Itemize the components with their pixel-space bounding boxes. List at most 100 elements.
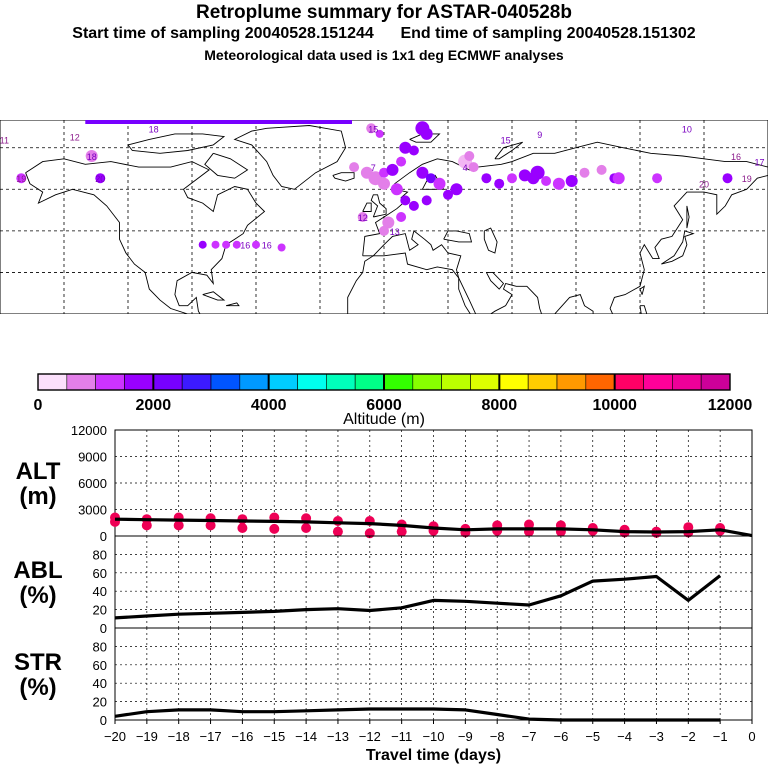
x-tick-label: −14 — [295, 729, 317, 744]
plume-point — [552, 177, 565, 190]
coastline — [202, 291, 226, 301]
x-tick-label: −1 — [713, 729, 728, 744]
x-tick-label: −10 — [422, 729, 444, 744]
altitude-panel: 0 3000 6000 9000 12000 ALT(m) — [16, 425, 753, 544]
plume-point — [416, 166, 429, 179]
y-tick-label: 0 — [100, 621, 107, 636]
abl-panel: 0 20 40 60 80 ABL(%) — [13, 535, 753, 636]
altitude-range-point — [237, 523, 248, 533]
x-tick-label: −6 — [553, 729, 568, 744]
color-scale-label: Altitude (m) — [343, 411, 425, 428]
altitude-range-point — [237, 514, 248, 525]
x-tick-label: −7 — [522, 729, 537, 744]
sampling-time-line: Start time of sampling 20040528.151244 E… — [72, 25, 696, 42]
coastline — [362, 202, 372, 212]
x-tick-label: −16 — [231, 729, 253, 744]
plume-point — [232, 240, 241, 249]
plume-point — [382, 216, 395, 229]
altitude-range-point — [332, 526, 343, 537]
plume-point — [433, 177, 446, 190]
plume-point — [481, 173, 492, 184]
coastline — [127, 133, 226, 154]
map-day-label: 19 — [742, 174, 752, 184]
color-scale-tick-labels: 0 2000 4000 6000 8000 10000 12000 — [34, 397, 753, 414]
plume-point — [198, 240, 207, 249]
plume-point — [425, 173, 436, 184]
y-tick-label: 3000 — [78, 503, 107, 518]
plume-point — [386, 163, 399, 176]
color-scale-box — [210, 373, 241, 391]
plume-point — [450, 183, 463, 196]
plume-point — [357, 212, 368, 222]
map-day-label: 18 — [149, 124, 159, 134]
plume-point — [612, 172, 625, 185]
map-day-label: 20 — [95, 174, 105, 184]
y-tick-label: 0 — [100, 529, 107, 544]
color-scale-box — [585, 373, 615, 391]
map-day-label: 12 — [70, 133, 80, 143]
color-scale-box — [556, 373, 587, 391]
x-tick-label: −9 — [458, 729, 473, 744]
y-axis-label: ALT — [16, 458, 61, 485]
map-day-label: 15 — [368, 124, 378, 134]
coastline — [443, 230, 473, 243]
coastline — [639, 285, 646, 295]
plume-point — [378, 177, 390, 190]
y-tick-label: 40 — [93, 676, 107, 691]
color-scale-box — [383, 373, 414, 391]
map-day-label: 16 — [731, 152, 741, 162]
coastline — [486, 271, 505, 290]
altitude-range-point — [492, 525, 503, 536]
plume-streak — [85, 120, 353, 124]
coastline — [494, 141, 523, 160]
series-line — [114, 707, 721, 722]
y-tick-label: 9000 — [78, 450, 107, 465]
x-tick-label: −4 — [617, 729, 632, 744]
color-scale-tick: 12000 — [708, 397, 753, 414]
plume-point — [408, 145, 419, 156]
color-scale-box — [614, 373, 644, 391]
travel-time-axis: −20 −19 −18 −17 −16 −15 −14 −13 −12 −11 −10 −9 −8 −7−… — [104, 720, 756, 764]
plume-point — [375, 129, 384, 138]
color-scale-box — [499, 373, 529, 391]
plume-point — [507, 173, 517, 184]
map-day-label: 11 — [0, 135, 9, 145]
x-tick-label: −2 — [681, 729, 696, 744]
coastline — [370, 194, 387, 218]
altitude-range-point — [205, 520, 216, 531]
plume-point — [222, 240, 231, 249]
plume-point — [722, 173, 733, 184]
coastline — [233, 125, 347, 190]
series-line — [114, 574, 722, 620]
plume-point — [390, 183, 403, 196]
map-day-label: 15 — [501, 135, 511, 145]
plume-point — [421, 195, 432, 206]
plume-point — [379, 225, 389, 236]
map-day-label: 16 — [262, 241, 272, 251]
color-scale-box — [95, 373, 125, 391]
x-tick-label: −19 — [136, 729, 158, 744]
y-axis-label: (%) — [19, 674, 56, 701]
map-plume-track — [16, 120, 733, 252]
stratosphere-panel: 0 20 40 60 80 STR(%) — [14, 627, 753, 728]
y-axis-label: ABL — [13, 557, 62, 584]
plume-point — [349, 162, 360, 173]
altitude-range-point — [269, 523, 280, 534]
map-day-label: 12 — [358, 213, 368, 223]
color-scale-box — [672, 373, 702, 391]
color-scale-box — [66, 373, 96, 391]
color-scale-tick: 8000 — [482, 397, 518, 414]
color-scale-box — [470, 373, 500, 391]
y-tick-label: 80 — [93, 547, 107, 562]
coastline — [347, 252, 471, 314]
plume-point — [396, 212, 407, 222]
map-day-label: 13 — [390, 227, 400, 237]
y-tick-label: 80 — [93, 639, 107, 654]
x-tick-label: −12 — [359, 729, 381, 744]
plume-point — [211, 240, 220, 249]
series-line — [114, 517, 753, 538]
map-day-label: 20 — [699, 180, 709, 190]
y-tick-label: 60 — [93, 566, 107, 581]
